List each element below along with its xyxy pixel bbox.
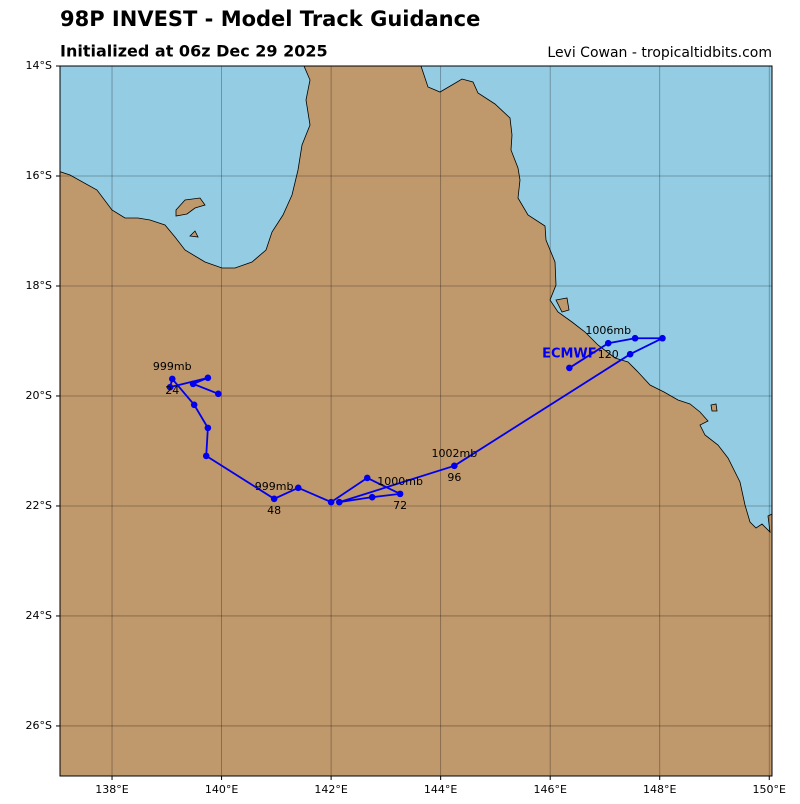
track-point bbox=[202, 452, 210, 460]
x-tick-label: 142°E bbox=[314, 783, 347, 796]
hour-label: 72 bbox=[393, 499, 407, 512]
track-point bbox=[368, 493, 376, 501]
track-point bbox=[168, 375, 176, 383]
pressure-label: 1006mb bbox=[585, 324, 631, 337]
y-tick-label: 16°S bbox=[26, 169, 52, 182]
y-tick-label: 22°S bbox=[26, 499, 52, 512]
plot-frame bbox=[59, 65, 773, 777]
track-point bbox=[566, 364, 573, 372]
hour-label: 96 bbox=[447, 471, 461, 484]
map bbox=[60, 66, 772, 776]
coral-sea bbox=[420, 66, 772, 534]
track-point bbox=[659, 334, 666, 342]
x-tick-label: 138°E bbox=[95, 783, 128, 796]
track-point bbox=[166, 383, 174, 391]
x-tick-label: 148°E bbox=[643, 783, 676, 796]
island bbox=[175, 197, 206, 217]
track-point bbox=[396, 490, 404, 498]
y-tick-label: 14°S bbox=[26, 59, 52, 72]
hour-label: 120 bbox=[598, 348, 619, 361]
y-tick-label: 24°S bbox=[26, 609, 52, 622]
y-tick-label: 26°S bbox=[26, 719, 52, 732]
credit: Levi Cowan - tropicaltidbits.com bbox=[547, 45, 772, 61]
x-tick-label: 140°E bbox=[205, 783, 238, 796]
subtitle: Initialized at 06z Dec 29 2025 bbox=[60, 42, 328, 61]
track-point bbox=[336, 498, 343, 506]
track-point bbox=[363, 474, 371, 482]
axes: 138°E 140°E 142°E 144°E 146°E 148°E 150°E 14°S 1… bbox=[26, 59, 787, 796]
island bbox=[189, 230, 199, 238]
pressure-label: 1000mb bbox=[377, 475, 423, 488]
track-point bbox=[604, 339, 612, 347]
gulf-of-carpentaria bbox=[60, 66, 311, 269]
y-tick-label: 18°S bbox=[26, 279, 52, 292]
track-point bbox=[327, 498, 335, 506]
x-tick-label: 150°E bbox=[753, 783, 786, 796]
model-label: ECMWF bbox=[542, 346, 597, 361]
x-tick-label: 146°E bbox=[533, 783, 566, 796]
track-point bbox=[189, 380, 197, 388]
track-point bbox=[626, 350, 634, 358]
island bbox=[555, 297, 570, 313]
hour-label: 24 bbox=[165, 384, 179, 397]
track-point bbox=[204, 424, 212, 432]
island bbox=[710, 403, 718, 412]
y-tick-label: 20°S bbox=[26, 389, 52, 402]
track-point bbox=[294, 484, 302, 492]
track-point bbox=[214, 390, 222, 398]
track-point bbox=[204, 374, 212, 382]
pressure-label: 999mb bbox=[153, 360, 192, 373]
pressure-label: 999mb bbox=[255, 480, 294, 493]
x-tick-label: 144°E bbox=[424, 783, 457, 796]
track-point bbox=[270, 495, 278, 503]
track-point bbox=[190, 401, 198, 409]
hour-label: 48 bbox=[267, 504, 281, 517]
track-point bbox=[451, 462, 458, 470]
title: 98P INVEST - Model Track Guidance bbox=[60, 7, 480, 31]
track-point bbox=[631, 334, 639, 342]
pressure-label: 1002mb bbox=[431, 447, 477, 460]
track-layer: 999mb 24 999mb 48 1000mb 72 1002mb 96 1006mb 120E… bbox=[153, 324, 666, 517]
